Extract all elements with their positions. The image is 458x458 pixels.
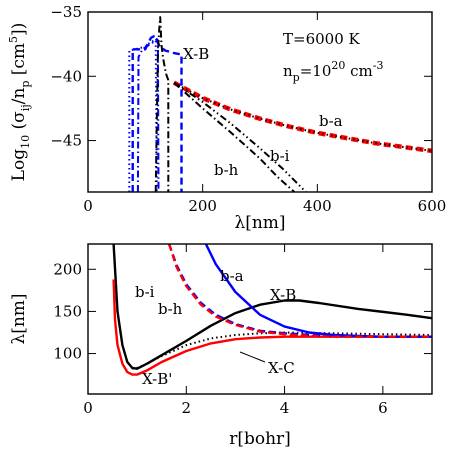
top-x-tick-label: 200 bbox=[188, 197, 217, 215]
bottom-ticks: 0 2 4 6 100 150 200 bbox=[53, 244, 432, 417]
top-series-group bbox=[128, 16, 432, 192]
top-x-axis-label: λ[nm] bbox=[234, 213, 285, 233]
top-x-tick-label: 600 bbox=[418, 197, 447, 215]
top-label-ba: b-a bbox=[319, 112, 343, 130]
bottom-x-tick-label: 6 bbox=[378, 399, 388, 417]
density-label: np=1020 cm-3 bbox=[283, 59, 384, 84]
top-series-x-b-blue-dashdot bbox=[136, 38, 160, 192]
top-series-b-a bbox=[172, 80, 432, 154]
bottom-y-tick-label: 100 bbox=[53, 345, 82, 363]
top-series-x-b-black-spike bbox=[154, 16, 170, 192]
xc-pointer bbox=[239, 351, 266, 363]
top-ticks: 0 200 400 600 −35 −40 −45 bbox=[50, 3, 446, 215]
bottom-label-xbp: X-B' bbox=[142, 370, 172, 388]
bottom-label-bi: b-i bbox=[135, 283, 155, 301]
bottom-series-x-b- bbox=[112, 279, 432, 376]
top-series-x-b-blue-dash bbox=[131, 35, 183, 192]
bottom-label-ba: b-a bbox=[220, 267, 244, 285]
top-label-bh: b-h bbox=[214, 161, 239, 179]
bottom-label-bh: b-h bbox=[158, 300, 183, 318]
bottom-series-x-b bbox=[112, 244, 432, 370]
bottom-plot-frame bbox=[87, 243, 433, 395]
top-y-axis-label: Log10 (σij/np [cm5]) bbox=[7, 23, 32, 182]
bottom-y-tick-label: 200 bbox=[53, 260, 82, 278]
top-label-xb: X-B bbox=[183, 45, 209, 63]
top-series-b-i bbox=[173, 81, 296, 192]
top-y-tick-label: −40 bbox=[50, 67, 82, 85]
bottom-series-b-h bbox=[167, 244, 432, 338]
bottom-x-tick-label: 0 bbox=[83, 399, 93, 417]
top-series-b-a-dots bbox=[173, 81, 432, 152]
bottom-x-axis-label: r[bohr] bbox=[229, 429, 291, 449]
bottom-x-tick-label: 2 bbox=[182, 399, 192, 417]
top-y-tick-label: −35 bbox=[50, 3, 82, 21]
bottom-label-xb: X-B bbox=[270, 286, 296, 304]
bottom-series-x-c bbox=[132, 331, 432, 370]
bottom-series-b-i bbox=[167, 244, 432, 338]
bottom-y-tick-label: 150 bbox=[53, 302, 82, 320]
top-label-bi: b-i bbox=[270, 147, 290, 165]
bottom-y-axis-label: λ[nm] bbox=[9, 293, 29, 344]
top-series-x-b-blue-dotted bbox=[128, 39, 158, 192]
bottom-x-tick-label: 4 bbox=[280, 399, 290, 417]
temperature-label: T=6000 K bbox=[283, 30, 361, 48]
bottom-series-group bbox=[112, 244, 432, 376]
top-y-tick-label: −45 bbox=[50, 132, 82, 150]
top-x-tick-label: 0 bbox=[83, 197, 93, 215]
bottom-label-xc: X-C bbox=[268, 359, 295, 377]
top-x-tick-label: 400 bbox=[303, 197, 332, 215]
bottom-series-b-a bbox=[204, 244, 432, 338]
top-plot-frame bbox=[87, 11, 433, 193]
top-panel: 0 200 400 600 −35 −40 −45 λ[nm] Log10 (σij/np … bbox=[7, 3, 446, 233]
